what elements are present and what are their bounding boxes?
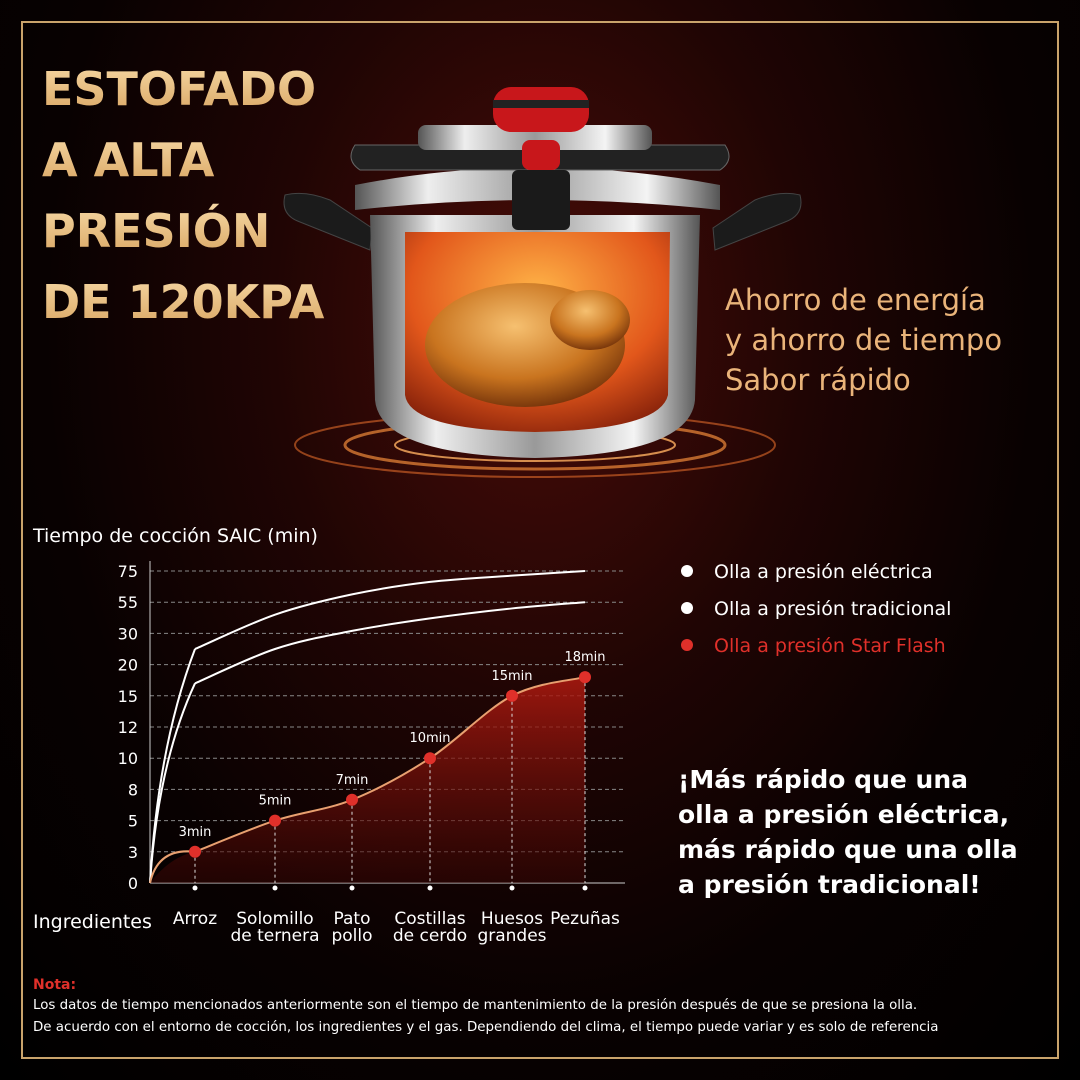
y-tick-label: 15 [118,687,138,706]
tagline-line: Ahorro de energía [725,283,986,317]
legend-marker [681,602,693,614]
y-tick-label: 3 [128,843,138,862]
headline-line: DE 120KPA [42,275,325,329]
y-tick-label: 5 [128,812,138,831]
x-tick-label: Arroz [172,909,218,929]
legend-marker [681,565,693,577]
x-tick-dot [427,885,433,891]
tagline-line: y ahorro de tiempo [725,323,1002,357]
note-line: Los datos de tiempo mencionados anterior… [33,997,917,1013]
value-label: 15min [491,669,532,684]
headline-line: ESTOFADO [42,62,316,116]
y-tick-label: 10 [118,749,138,768]
claim-line: olla a presión eléctrica, [678,800,1009,829]
x-tick-label: Huesos grandes [477,909,547,946]
x-tick-dot [192,885,198,891]
series-line [194,570,586,650]
claim-line: ¡Más rápido que una [678,765,968,794]
value-label: 5min [259,794,292,809]
x-tick-dot [272,885,278,891]
series-line [194,601,586,685]
point [189,845,201,858]
value-label: 18min [564,650,605,665]
x-tick-label: Solomillo de ternera [230,909,320,946]
area [150,677,585,883]
curve-lead [149,682,196,884]
y-tick-label: 8 [128,780,138,799]
claim-line: más rápido que una olla [678,835,1018,864]
legend-label: Olla a presión Star Flash [714,635,946,657]
chart: Tiempo de cocción SAIC (min) Ingredientes… [32,525,951,933]
y-tick-label: 75 [118,562,138,581]
pot [283,87,802,478]
y-tick-label: 12 [118,718,138,737]
claim-line: a presión tradicional! [678,870,981,899]
point [424,752,436,765]
x-tick-dot [349,885,355,891]
note-line: De acuerdo con el entorno de cocción, lo… [33,1019,938,1035]
tagline-line: Sabor rápido [725,363,911,397]
y-tick-label: 30 [118,624,138,643]
value-label: 7min [336,773,369,788]
curve-lead [149,648,196,884]
y-tick-label: 0 [128,874,138,893]
x-axis-label: Ingredientes [33,911,152,933]
x-tick-label: Costillas de cerdo [392,909,468,946]
legend-label: Olla a presión tradicional [714,598,951,620]
x-tick-dot [509,885,515,891]
value-label: 3min [179,825,212,840]
note-title: Nota: [33,977,76,993]
y-tick-label: 20 [118,656,138,675]
headline-line: PRESIÓN [42,204,270,258]
legend-marker [681,639,693,651]
x-tick-label: Pezuñas [550,909,620,929]
x-tick-label: Pato pollo [331,909,373,946]
headline-line: A ALTA [42,133,215,187]
frame [21,21,1059,1059]
point [269,814,281,827]
y-tick-label: 55 [118,593,138,612]
value-label: 10min [409,731,450,746]
legend-label: Olla a presión eléctrica [714,561,933,583]
point [506,689,518,702]
point [579,671,591,684]
chart-title: Tiempo de cocción SAIC (min) [32,525,318,547]
curve-lead [149,850,196,884]
point [346,793,358,806]
x-tick-dot [582,885,588,891]
